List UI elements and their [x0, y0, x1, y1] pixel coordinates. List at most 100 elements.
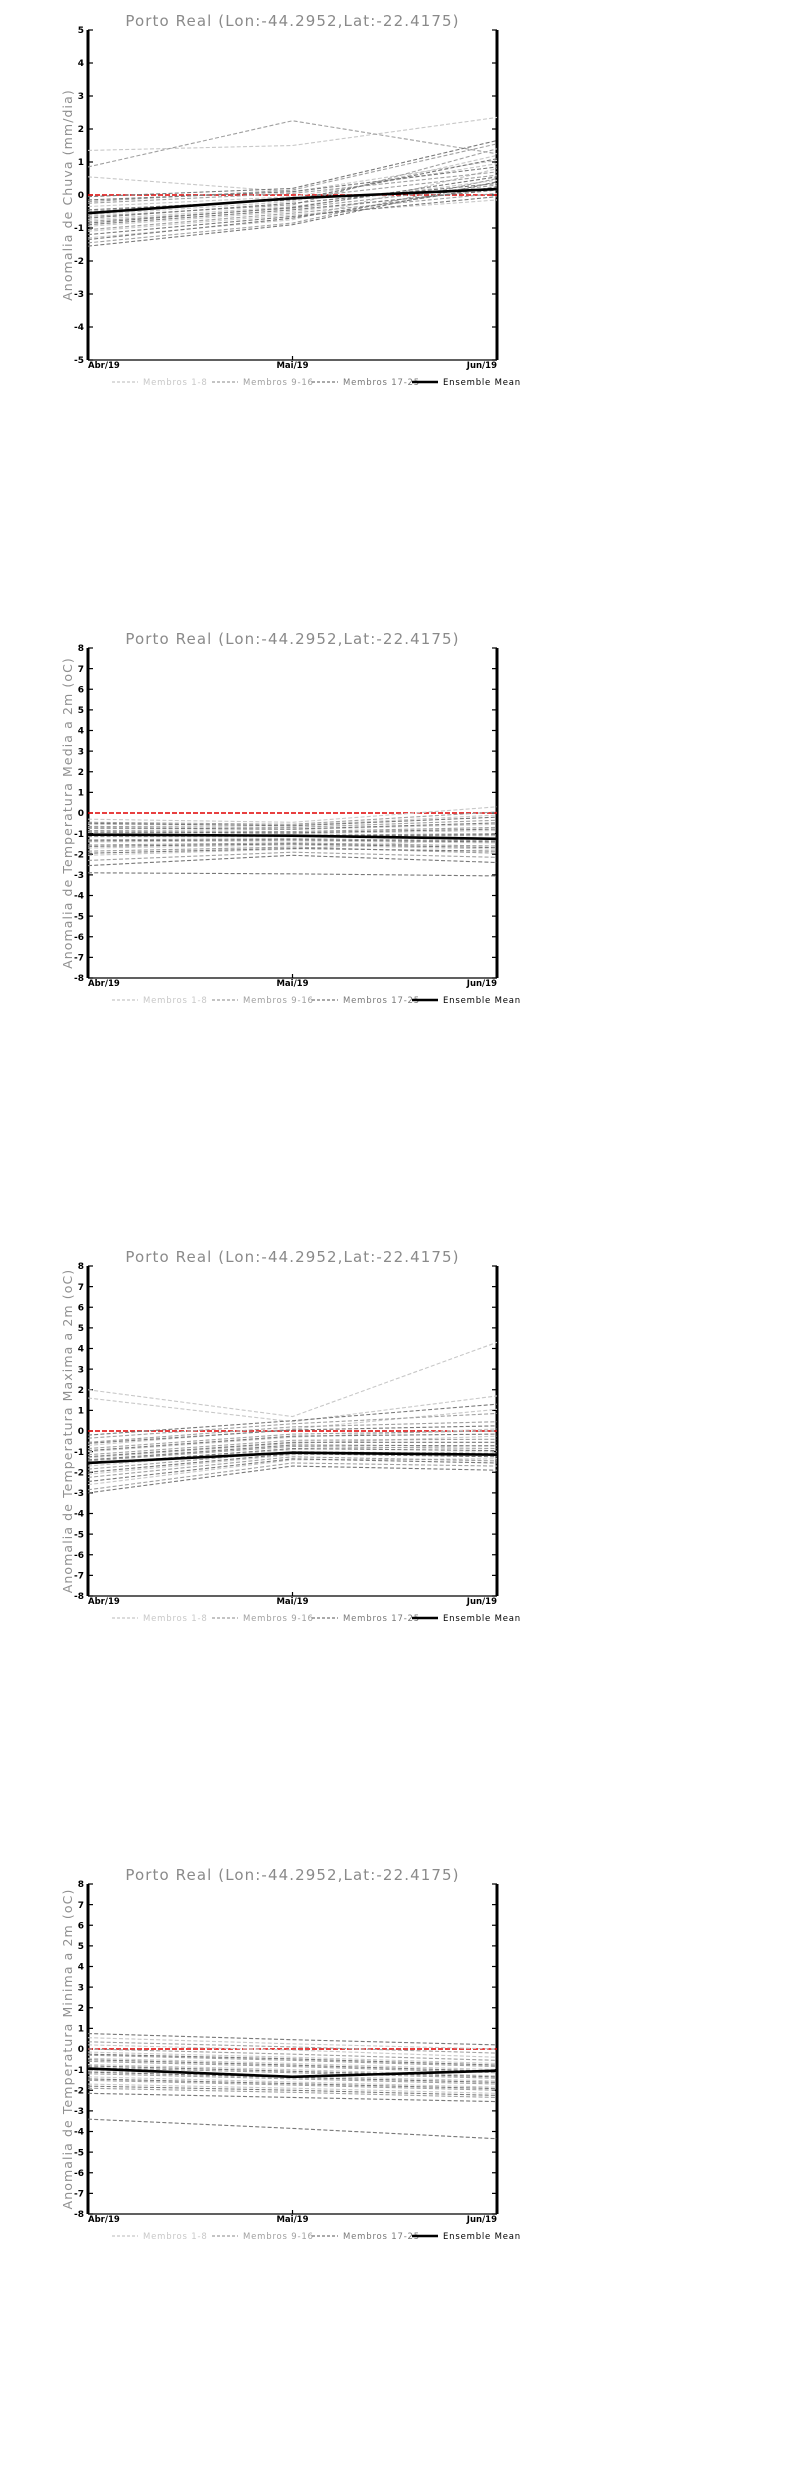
ensemble-mean-line	[88, 833, 497, 841]
member-line	[88, 179, 497, 221]
forecast-panel: Porto Real (Lon:-44.2952,Lat:-22.4175) An…	[0, 1854, 800, 2472]
legend-label: Membros 9-16	[243, 1614, 314, 1624]
ensemble-mean-line	[88, 1451, 497, 1465]
member-line	[88, 1438, 497, 1456]
member-line	[88, 1435, 497, 1459]
y-tick-label: -2	[74, 257, 84, 267]
y-axis-label: Anomalia de Chuva (mm/dia)	[60, 89, 75, 301]
y-tick-label: -2	[74, 1468, 84, 1478]
y-tick-label: 5	[78, 706, 84, 716]
member-line	[88, 2032, 497, 2046]
member-line	[88, 1421, 497, 1443]
y-tick-label: 1	[78, 1407, 84, 1417]
x-tick-label: Mai/19	[276, 361, 308, 371]
x-tick-label: Abr/19	[88, 1597, 120, 1607]
y-tick-label: 4	[78, 1345, 84, 1355]
legend-label: Membros 9-16	[243, 996, 314, 1006]
y-tick-label: -7	[74, 954, 84, 964]
member-line	[88, 1462, 497, 1491]
y-tick-label: -6	[74, 2169, 84, 2179]
y-tick-label: 7	[78, 1283, 84, 1293]
member-line	[88, 192, 497, 231]
y-tick-label: -3	[74, 871, 84, 881]
legend-label: Membros 1-8	[143, 996, 208, 1006]
member-line	[88, 854, 497, 867]
y-tick-label: 1	[78, 789, 84, 799]
member-line	[88, 196, 497, 236]
panel-title: Porto Real (Lon:-44.2952,Lat:-22.4175)	[125, 12, 459, 30]
y-tick-label: -5	[74, 2148, 84, 2158]
y-axis-label: Anomalia de Temperatura Minima a 2m (oC)	[60, 1889, 75, 2210]
legend-label: Ensemble Mean	[443, 996, 521, 1006]
member-line	[88, 2051, 497, 2064]
x-tick-label: Jun/19	[466, 979, 497, 989]
member-line	[88, 120, 497, 168]
member-line	[88, 842, 497, 847]
x-tick-label: Jun/19	[466, 1597, 497, 1607]
member-line	[88, 1458, 497, 1483]
member-line	[88, 814, 497, 826]
member-line	[88, 806, 497, 823]
ensemble-mean-line	[88, 187, 497, 215]
y-tick-label: -4	[74, 1510, 84, 1520]
y-tick-label: 1	[78, 158, 84, 168]
legend-label: Membros 1-8	[143, 2232, 208, 2242]
y-tick-label: 2	[78, 1386, 84, 1396]
y-tick-label: 0	[78, 191, 84, 201]
member-line	[88, 186, 497, 241]
y-tick-label: -1	[74, 2066, 84, 2076]
y-tick-label: 7	[78, 1901, 84, 1911]
member-line	[88, 1408, 497, 1446]
member-line	[88, 158, 497, 211]
y-tick-label: 3	[78, 1983, 84, 1993]
x-tick-label: Abr/19	[88, 361, 120, 371]
member-line	[88, 1430, 497, 1450]
member-line	[88, 2053, 497, 2066]
y-tick-label: -5	[74, 356, 84, 366]
forecast-panel: Porto Real (Lon:-44.2952,Lat:-22.4175) An…	[0, 1236, 800, 1854]
y-tick-label: -2	[74, 2086, 84, 2096]
y-tick-label: -4	[74, 323, 84, 333]
ensemble-mean-line	[88, 2067, 497, 2079]
y-tick-label: -1	[74, 1448, 84, 1458]
legend-label: Membros 17-25	[343, 2232, 420, 2242]
y-tick-label: -3	[74, 290, 84, 300]
member-line	[88, 140, 497, 198]
member-line	[88, 1425, 497, 1444]
y-tick-label: 3	[78, 1365, 84, 1375]
member-line	[88, 159, 497, 193]
member-line	[88, 1412, 497, 1439]
y-tick-label: -2	[74, 850, 84, 860]
member-line	[88, 843, 497, 849]
member-line	[88, 181, 497, 247]
legend-label: Membros 17-25	[343, 996, 420, 1006]
member-line	[88, 872, 497, 877]
y-tick-label: -6	[74, 1551, 84, 1561]
y-tick-label: -3	[74, 1489, 84, 1499]
member-line	[88, 1444, 497, 1461]
member-line	[88, 176, 497, 224]
panel-title: Porto Real (Lon:-44.2952,Lat:-22.4175)	[125, 1248, 459, 1266]
y-tick-label: -4	[74, 2128, 84, 2138]
y-tick-label: -8	[74, 1592, 84, 1602]
y-tick-label: 5	[78, 1324, 84, 1334]
member-line	[88, 851, 497, 861]
x-tick-label: Abr/19	[88, 2215, 120, 2225]
legend-label: Ensemble Mean	[443, 1614, 521, 1624]
y-tick-label: 0	[78, 809, 84, 819]
member-line	[88, 154, 497, 216]
y-tick-label: 3	[78, 747, 84, 757]
member-line	[88, 829, 497, 835]
y-tick-label: -8	[74, 974, 84, 984]
y-tick-label: 0	[78, 1427, 84, 1437]
member-line	[88, 1456, 497, 1478]
member-line	[88, 837, 497, 856]
legend-label: Membros 1-8	[143, 378, 208, 388]
y-tick-label: -1	[74, 224, 84, 234]
member-line	[88, 1445, 497, 1462]
y-tick-label: 6	[78, 1303, 84, 1313]
y-tick-label: 5	[78, 26, 84, 36]
member-line	[88, 1395, 497, 1423]
x-tick-label: Abr/19	[88, 979, 120, 989]
